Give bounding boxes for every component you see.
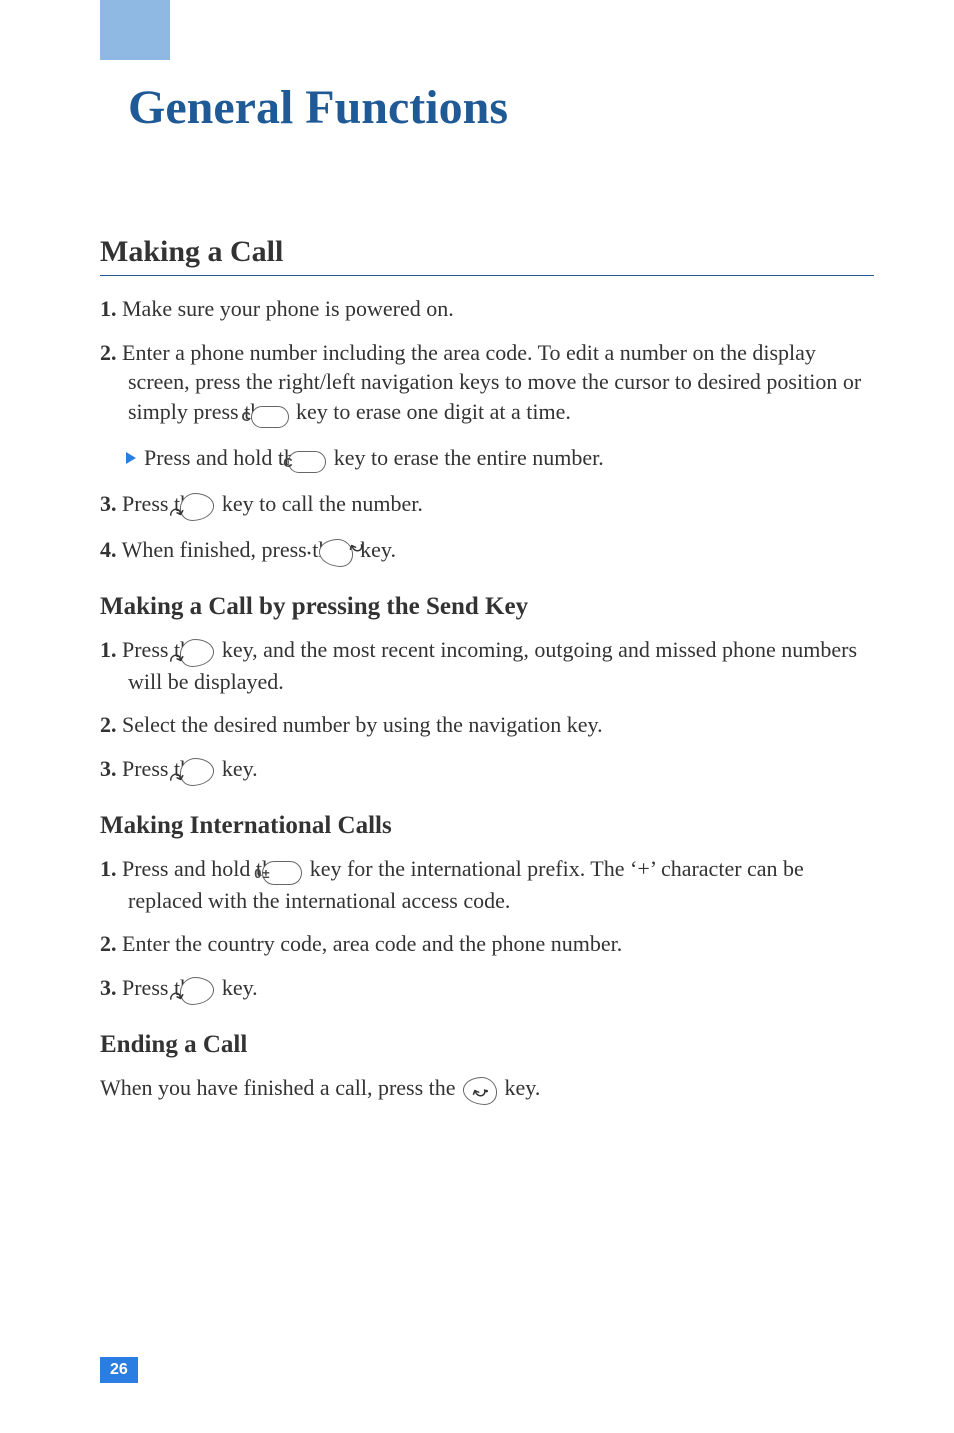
sendkey-step-3: 3. Press the ↷ key. [100, 754, 874, 786]
step-text: key. [222, 756, 258, 781]
step-text: Enter the country code, area code and th… [117, 931, 623, 956]
step-number: 2. [100, 712, 117, 737]
sendkey-step-2: 2. Select the desired number by using th… [100, 710, 874, 740]
send-key-icon: ↷ [208, 756, 214, 786]
send-key-icon: ↷ [208, 975, 214, 1005]
intl-step-3: 3. Press the ↷ key. [100, 973, 874, 1005]
send-key-icon: ↷ [208, 491, 214, 521]
zero-plus-key-icon: 0± [290, 856, 302, 886]
subsection-send-key: Making a Call by pressing the Send Key [100, 593, 874, 621]
section-making-a-call: Making a Call [100, 235, 874, 276]
bullet-arrow-icon [126, 452, 136, 464]
step-3: 3. Press the ↷ key to call the number. [100, 489, 874, 521]
step-text: key, and the most recent incoming, outgo… [128, 637, 857, 694]
step-number: 3. [100, 756, 117, 781]
end-key-icon: ↷• [463, 1075, 497, 1105]
step-number: 2. [100, 340, 117, 365]
step-2: 2. Enter a phone number including the ar… [100, 338, 874, 429]
step-number: 4. [100, 537, 117, 562]
clear-key-icon: C [312, 445, 326, 475]
step-number: 1. [100, 856, 117, 881]
step-number: 1. [100, 296, 117, 321]
subsection-international: Making International Calls [100, 812, 874, 840]
step-text: Make sure your phone is powered on. [117, 296, 454, 321]
step-text: key. [222, 975, 258, 1000]
step-4: 4. When finished, press the ↷• key. [100, 535, 874, 567]
note-hold-clear: Press and hold the C key to erase the en… [100, 443, 874, 475]
step-text: key. [360, 537, 396, 562]
header-color-tab [100, 0, 170, 60]
step-number: 1. [100, 637, 117, 662]
sendkey-step-1: 1. Press the ↷ key, and the most recent … [100, 635, 874, 697]
step-text: Select the desired number by using the n… [117, 712, 603, 737]
intl-step-1: 1. Press and hold the 0± key for the int… [100, 854, 874, 915]
step-number: 2. [100, 931, 117, 956]
step-number: 3. [100, 975, 117, 1000]
step-text: key to call the number. [222, 491, 423, 516]
body-text: When you have finished a call, press the [100, 1075, 461, 1100]
send-key-icon: ↷ [208, 637, 214, 667]
page-title: General Functions [100, 80, 874, 135]
step-number: 3. [100, 491, 117, 516]
clear-key-icon: C [279, 399, 289, 429]
body-text: key. [505, 1075, 541, 1100]
step-1: 1. Make sure your phone is powered on. [100, 294, 874, 324]
step-text: key to erase one digit at a time. [296, 399, 571, 424]
subsection-ending: Ending a Call [100, 1031, 874, 1059]
ending-body: When you have finished a call, press the… [100, 1073, 874, 1105]
end-key-icon: ↷• [347, 537, 353, 567]
note-text: key to erase the entire number. [334, 445, 604, 470]
intl-step-2: 2. Enter the country code, area code and… [100, 929, 874, 959]
page-number: 26 [100, 1357, 138, 1383]
